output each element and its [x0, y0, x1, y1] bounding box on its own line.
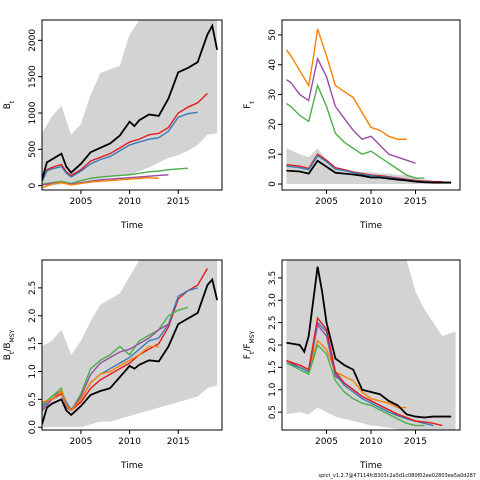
- y-tick-label: 40: [268, 59, 278, 71]
- x-tick-label: 2015: [404, 437, 427, 447]
- y-tick-label: 20: [268, 118, 278, 130]
- y-tick-label: 3.0: [268, 293, 278, 308]
- plot-frame: [41, 19, 223, 191]
- estimate-line: [42, 23, 219, 181]
- x-tick-label: 2015: [404, 197, 427, 207]
- y-axis-title: Bt/BMSY: [3, 329, 16, 360]
- plot-area: [286, 260, 456, 430]
- series-line-2: [286, 83, 425, 179]
- y-tick-label: 0.5: [268, 405, 278, 419]
- plot-frame: [41, 259, 223, 431]
- series-line-1: [286, 56, 416, 164]
- x-tick-label: 2005: [69, 437, 92, 447]
- x-tick-label: 2010: [360, 437, 383, 447]
- y-tick-label: 2.0: [28, 308, 38, 323]
- series-line-4: [42, 345, 159, 412]
- x-tick-label: 2010: [118, 197, 141, 207]
- confidence-band: [42, 260, 218, 428]
- y-tick-label: 500: [28, 140, 38, 157]
- y-tick-label: 50: [268, 29, 278, 41]
- y-tick-label: 1.0: [268, 382, 278, 397]
- series-line-3: [286, 316, 443, 427]
- x-axis-title: Time: [359, 221, 382, 231]
- series-line-0: [42, 92, 208, 182]
- x-axis-title: Time: [120, 461, 143, 471]
- y-tick-label: 1500: [28, 65, 38, 88]
- y-tick-label: 0: [268, 181, 278, 187]
- y-axis-title: Bt: [3, 100, 16, 109]
- x-tick-label: 2015: [167, 437, 190, 447]
- series-line-4: [42, 176, 159, 189]
- y-tick-label: 1.5: [268, 360, 278, 374]
- estimate-line: [286, 159, 452, 184]
- y-tick-label: 2.0: [268, 338, 278, 353]
- biomass-panel: 2005 2010 2015 0 500 1000 1500 2000 Time Bt: [3, 19, 223, 231]
- series-line-2: [42, 167, 188, 185]
- x-tick-label: 2005: [315, 197, 338, 207]
- x-tick-label: 2005: [69, 197, 92, 207]
- y-tick-label: 2.5: [28, 281, 38, 295]
- relative-biomass-panel: 2005 2010 2015 0.0 0.5 1.0 1.5 2.0 2.5 Time Bt/BMS…: [3, 259, 223, 471]
- x-tick-label: 2010: [118, 437, 141, 447]
- series-line-1: [42, 111, 198, 183]
- series-line-4: [286, 343, 425, 427]
- y-tick-label: 0: [28, 183, 38, 189]
- estimate-line: [286, 266, 452, 419]
- y-tick-label: 0.5: [28, 392, 38, 406]
- y-tick-label: 0.0: [28, 420, 38, 435]
- plot-area: [285, 28, 452, 185]
- x-axis-title: Time: [359, 461, 382, 471]
- version-footer: spict_v1.2.7@47114fc8303c2a5d1c080f02ee0…: [319, 473, 477, 479]
- fishing-mortality-panel: 2005 2010 2015 0 10 20 30 40 50 Time Ft: [243, 19, 461, 231]
- x-tick-label: 2015: [167, 197, 190, 207]
- y-tick-label: 30: [268, 89, 278, 101]
- y-tick-label: 2000: [28, 29, 38, 52]
- plot-area: [42, 20, 219, 189]
- series-line-0: [285, 28, 407, 140]
- plot-area: [42, 260, 219, 428]
- relative-fishing-mortality-panel: 2005 2010 2015 0.5 1.0 1.5 2.0 2.5 3.0 3.5 Time Ft/…: [243, 259, 461, 471]
- y-tick-label: 1000: [28, 101, 38, 124]
- y-tick-label: 10: [268, 148, 278, 160]
- y-tick-label: 3.5: [268, 271, 278, 285]
- estimate-line: [42, 277, 219, 425]
- confidence-band: [286, 148, 452, 185]
- confidence-band: [42, 20, 218, 186]
- y-tick-label: 1.0: [28, 364, 38, 379]
- x-axis-title: Time: [120, 221, 143, 231]
- y-tick-label: 1.5: [28, 336, 38, 350]
- y-tick-label: 2.5: [268, 315, 278, 329]
- x-tick-label: 2010: [360, 197, 383, 207]
- confidence-band: [286, 260, 456, 430]
- series-line-1: [42, 287, 198, 411]
- y-axis-title: Ft/FMSY: [243, 330, 256, 359]
- x-tick-label: 2005: [315, 437, 338, 447]
- y-axis-title: Ft: [243, 101, 256, 109]
